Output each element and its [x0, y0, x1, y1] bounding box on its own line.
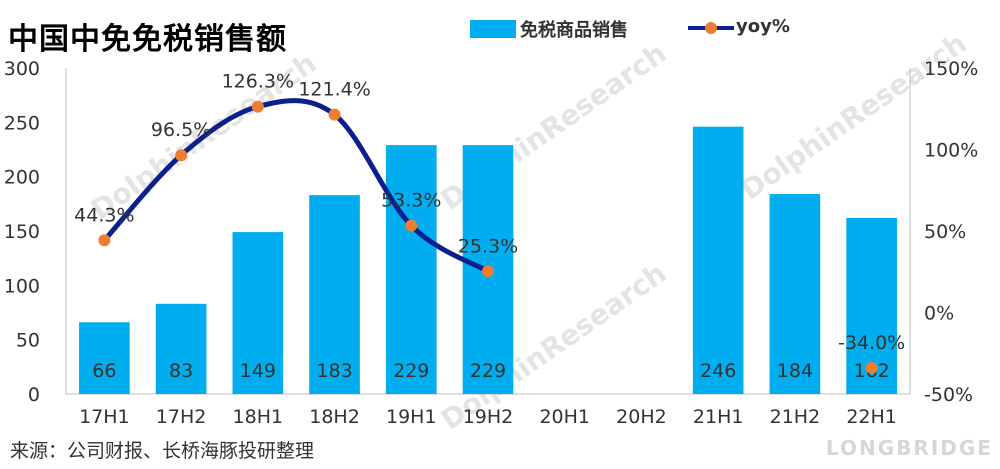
line-point [328, 108, 341, 121]
legend-item-yoy: yoy% [688, 16, 790, 37]
y-left-tick-label: 50 [16, 330, 40, 352]
source-note: 来源：公司财报、长桥海豚投研整理 [10, 440, 315, 462]
y-left-tick-label: 150 [4, 221, 40, 243]
bar [79, 322, 130, 394]
bar [309, 195, 360, 394]
x-tick-label: 17H2 [156, 406, 207, 428]
line-point [482, 265, 494, 278]
bar-data-label: 66 [92, 360, 116, 382]
bar-data-label: 183 [316, 360, 352, 382]
bar [385, 145, 437, 394]
line-data-label: 126.3% [222, 71, 294, 93]
bar-data-label: 229 [393, 360, 429, 382]
x-tick-label: 18H1 [233, 406, 284, 428]
legend-label-yoy: yoy% [736, 16, 790, 37]
bar [155, 303, 207, 394]
y-right-tick-label: 150% [924, 58, 978, 80]
line-point [865, 361, 878, 374]
brand-watermark: LONGBRIDGE [826, 436, 993, 460]
line-data-label: 121.4% [298, 79, 370, 101]
line-data-label: 96.5% [151, 119, 211, 141]
bar [692, 126, 744, 395]
legend-bar-swatch [470, 20, 516, 38]
legend-line-swatch [688, 18, 734, 36]
chart-title: 中国中免免税销售额 [8, 22, 287, 57]
bar-data-label: 149 [240, 360, 276, 382]
bar-data-label: 229 [470, 360, 506, 382]
y-left-tick-label: 200 [4, 167, 40, 189]
y-left-tick-label: 250 [4, 112, 40, 134]
line-point [405, 219, 418, 232]
x-tick-label: 19H2 [463, 406, 514, 428]
bar [232, 232, 284, 394]
legend-item-sales: 免税商品销售 [470, 16, 628, 42]
x-tick-label: 22H1 [846, 406, 897, 428]
line-point [98, 234, 111, 247]
x-tick-label: 20H1 [539, 406, 590, 428]
line-data-label: 25.3% [458, 235, 518, 257]
line-point [175, 149, 188, 162]
x-tick-label: 21H2 [770, 406, 821, 428]
x-tick-label: 17H1 [79, 406, 130, 428]
x-tick-label: 20H2 [616, 406, 667, 428]
y-right-tick-label: -50% [924, 384, 973, 406]
line-data-label: 44.3% [74, 204, 134, 226]
bar-data-label: 246 [700, 360, 736, 382]
line-data-label: -34.0% [838, 332, 905, 354]
y-right-tick-label: 100% [924, 140, 978, 162]
bar-data-label: 83 [169, 360, 193, 382]
bar [769, 194, 821, 394]
line-data-label: 53.3% [381, 190, 441, 212]
y-left-tick-label: 300 [4, 58, 40, 80]
line-point [251, 100, 264, 113]
y-right-tick-label: 50% [924, 221, 966, 243]
y-left-tick-label: 0 [28, 384, 40, 406]
y-left-tick-label: 100 [4, 275, 40, 297]
bar-data-label: 184 [777, 360, 813, 382]
legend-label-sales: 免税商品销售 [520, 20, 628, 41]
y-right-tick-label: 0% [924, 303, 954, 325]
x-tick-label: 18H2 [309, 406, 360, 428]
x-tick-label: 21H1 [693, 406, 744, 428]
x-tick-label: 19H1 [386, 406, 437, 428]
